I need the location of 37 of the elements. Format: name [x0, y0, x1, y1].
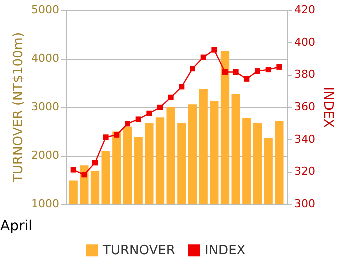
point — [276, 64, 282, 70]
point — [103, 134, 109, 140]
point — [158, 104, 163, 110]
y2-tick-label: 320 — [294, 165, 316, 178]
point — [70, 167, 76, 173]
y2-tick-label: 300 — [294, 198, 316, 210]
y-axis-title: TURNOVER (NT$100m) — [12, 32, 27, 184]
y-tick-label: 1000 — [32, 198, 60, 210]
point — [82, 172, 88, 178]
point — [212, 47, 218, 53]
point — [233, 70, 239, 75]
point — [190, 66, 196, 72]
point — [136, 116, 142, 122]
y2-tick-label: 340 — [294, 132, 316, 146]
y2-tick-label: 380 — [294, 68, 316, 82]
point — [168, 94, 174, 100]
y-tick-label: 4000 — [32, 52, 60, 65]
y2-tick-label: 420 — [294, 4, 316, 16]
point — [179, 84, 185, 90]
point — [266, 67, 272, 73]
y2-axis-title: INDEX — [320, 87, 336, 128]
point — [244, 76, 250, 82]
y2-tick-label: 360 — [294, 100, 316, 114]
point — [114, 132, 120, 138]
x-axis-title: April — [0, 218, 32, 234]
point — [146, 110, 152, 116]
point — [92, 160, 98, 166]
point — [125, 121, 130, 127]
y-tick-label: 5000 — [32, 4, 60, 16]
legend-label: TURNOVER — [102, 244, 176, 259]
legend-label: INDEX — [205, 244, 246, 259]
point — [255, 68, 260, 74]
y2-tick-label: 400 — [294, 36, 316, 49]
y-tick-label: 2000 — [32, 149, 60, 162]
point — [200, 54, 206, 60]
y-tick-label: 3000 — [32, 100, 60, 114]
point — [222, 70, 228, 75]
